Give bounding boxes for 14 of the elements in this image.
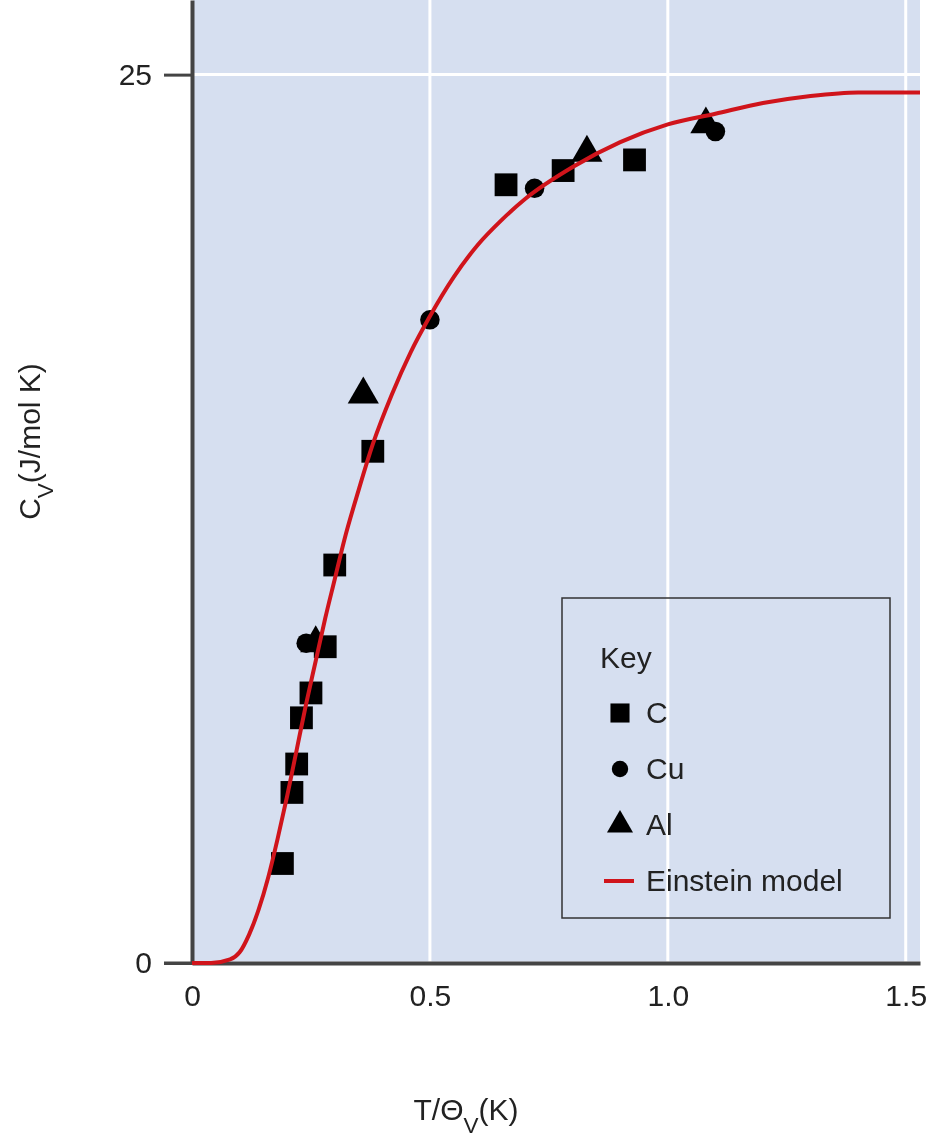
x-tick-label: 0 [184, 979, 201, 1013]
legend-label: Al [646, 808, 673, 841]
point [623, 148, 646, 172]
legend-label: C [646, 696, 668, 729]
x-tick-label: 1.5 [885, 979, 928, 1013]
legend-label: Einstein model [646, 864, 843, 897]
x-axis-title: T/Θ$_{V}$(K) [413, 1093, 519, 1133]
legend-title: Key [600, 641, 652, 674]
x-tick-label: 0.5 [409, 979, 452, 1013]
y-tick-label: 25 [118, 57, 152, 91]
point [494, 173, 518, 197]
x-tick-label: 1.0 [647, 979, 690, 1013]
point [705, 121, 726, 142]
legend-label: Cu [646, 752, 685, 785]
